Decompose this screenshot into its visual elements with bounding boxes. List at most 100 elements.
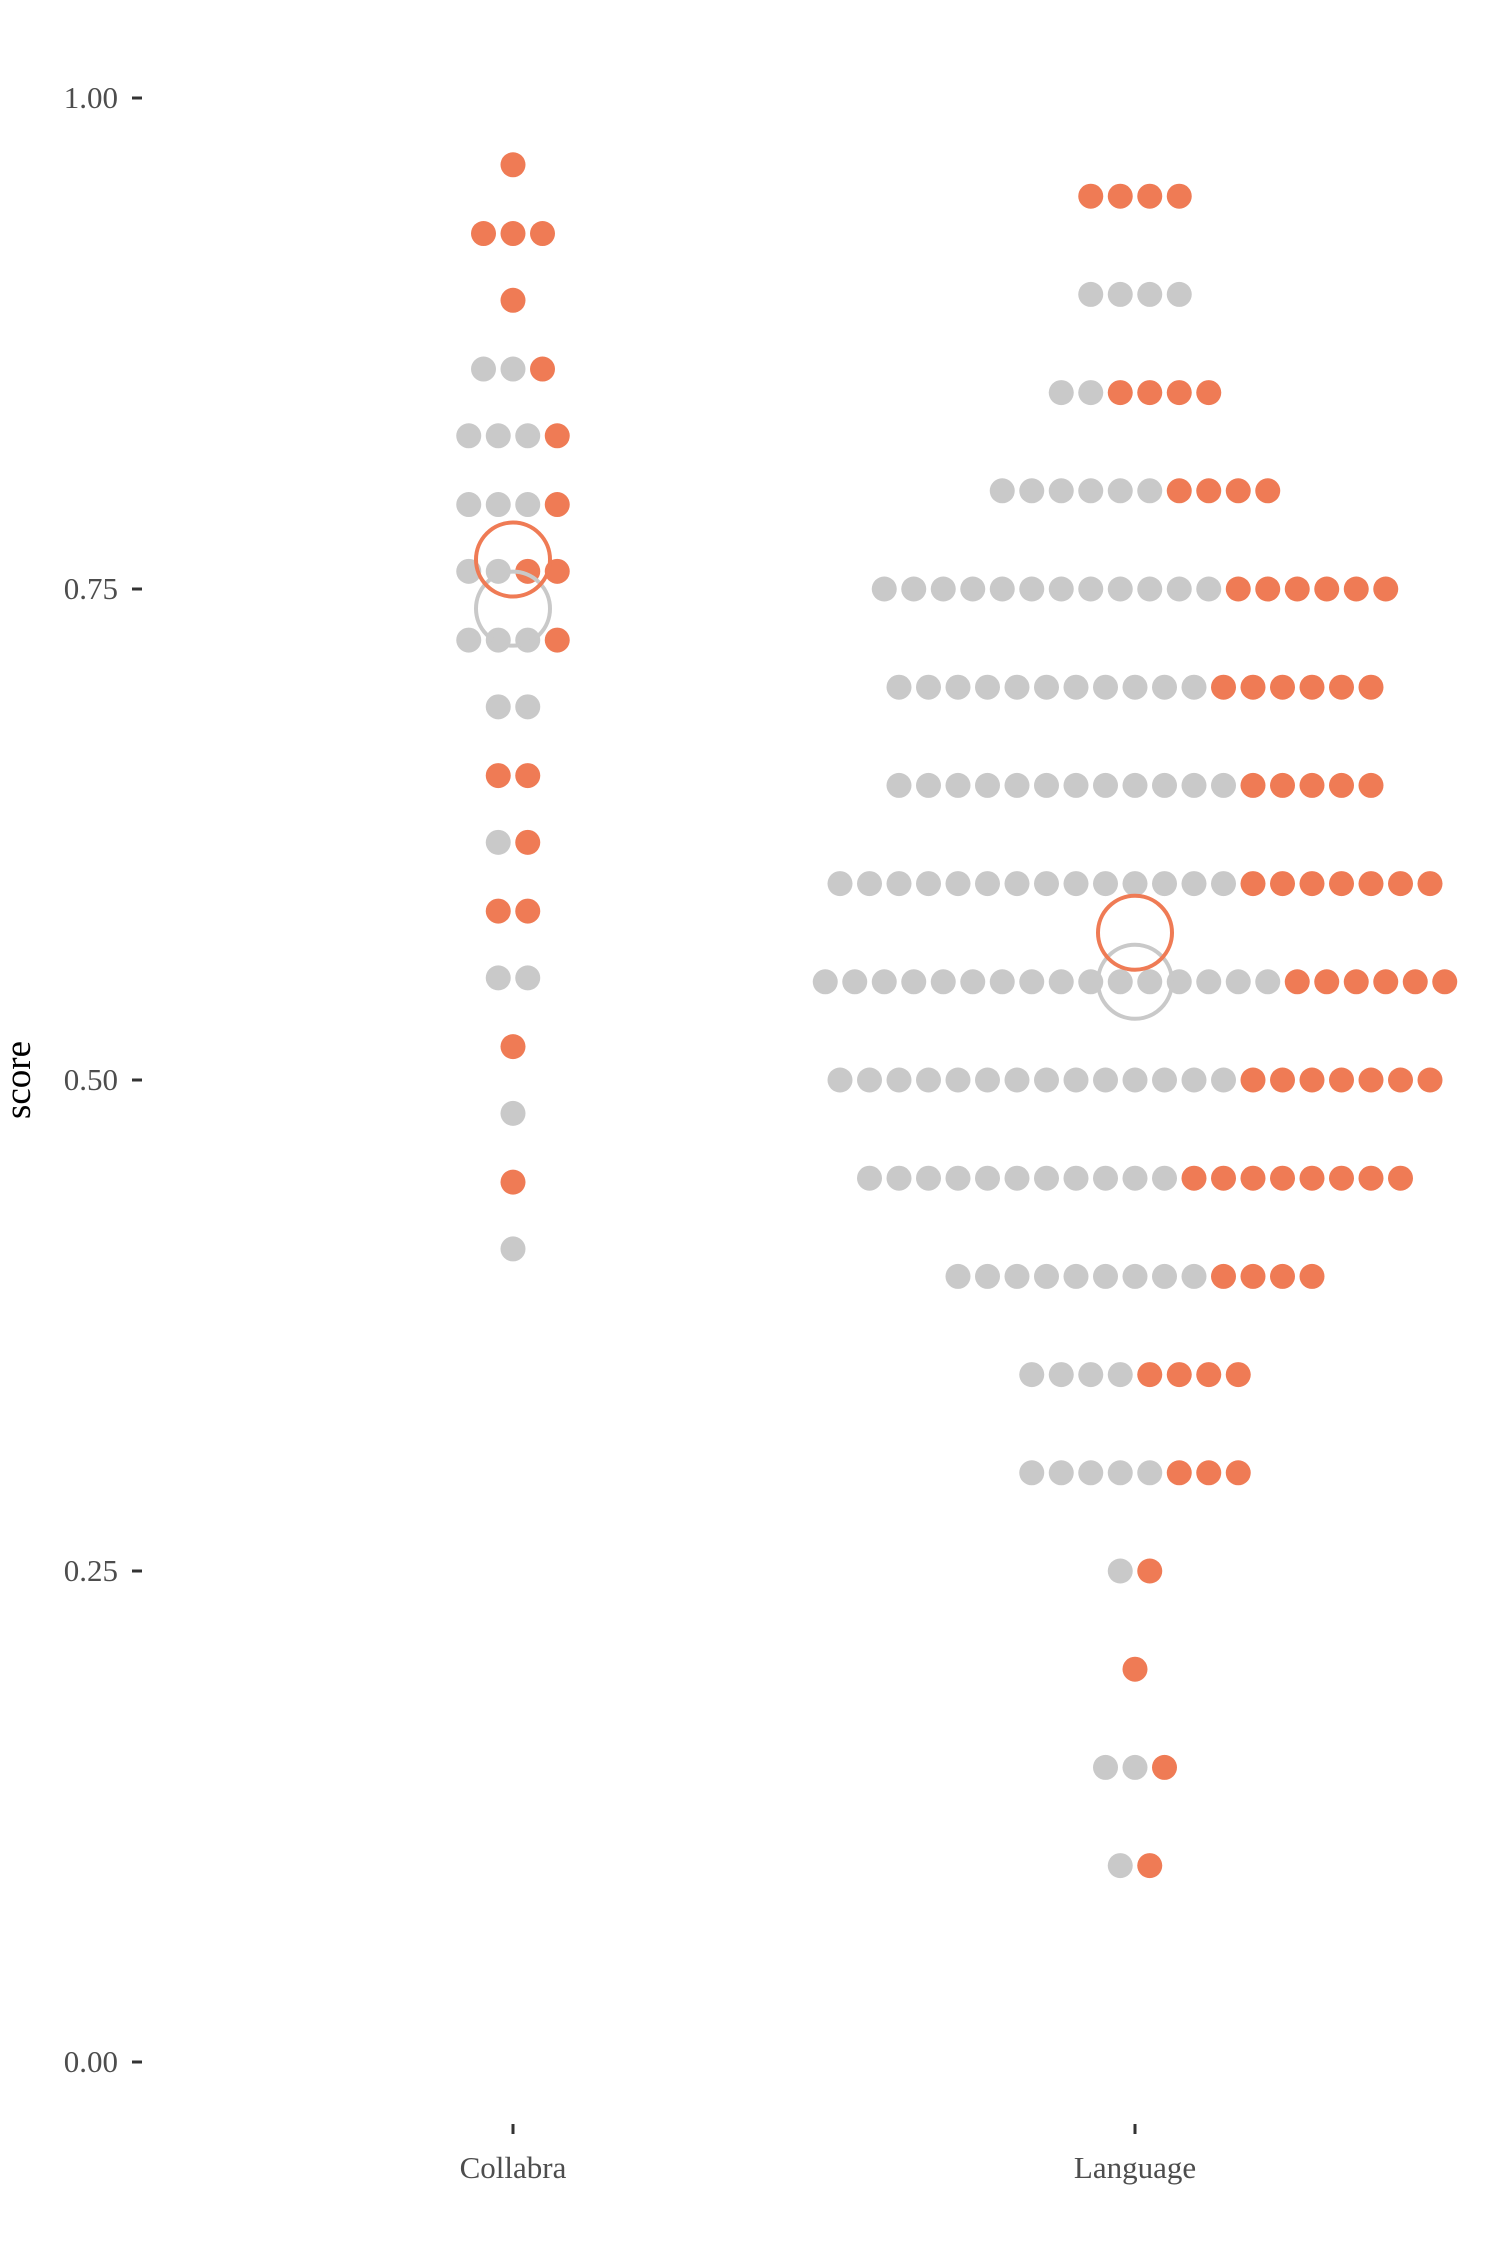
dot-gray (1152, 674, 1177, 700)
dot-gray (901, 576, 927, 602)
dot-gray (1063, 772, 1089, 798)
dots-layer (456, 152, 1458, 1879)
dot-orange (1417, 1067, 1443, 1093)
dot-gray (916, 674, 941, 700)
dot-gray (515, 694, 541, 720)
dot-orange (1240, 871, 1266, 897)
dot-gray (1078, 281, 1104, 307)
dot-gray (1211, 871, 1236, 897)
dot-orange (1078, 183, 1104, 209)
dot-gray (916, 772, 941, 798)
dot-gray (1107, 1460, 1133, 1486)
dot-orange (500, 1034, 526, 1060)
dot-gray (1122, 1263, 1148, 1289)
dot-gray (1078, 380, 1104, 406)
dot-gray (827, 871, 853, 897)
dot-orange (1211, 674, 1236, 700)
dot-gray (960, 969, 986, 995)
dot-gray (456, 492, 482, 518)
dot-gray (1181, 674, 1207, 700)
dot-orange (1358, 1067, 1384, 1093)
dot-orange (1373, 969, 1399, 995)
dot-orange (1329, 1165, 1354, 1191)
dot-gray (1107, 1558, 1133, 1584)
dot-gray (960, 576, 986, 602)
dot-orange (515, 829, 541, 855)
dot-orange (1270, 1165, 1295, 1191)
mean-marker-orange (1096, 893, 1174, 972)
dot-orange (544, 423, 570, 449)
dot-orange (1417, 871, 1443, 897)
dot-gray (1107, 478, 1133, 504)
dot-orange (1196, 478, 1222, 504)
dot-orange (1329, 674, 1354, 700)
dot-gray (500, 1236, 526, 1262)
dot-orange (1211, 1263, 1236, 1289)
dot-orange (1432, 969, 1458, 995)
dot-orange (1270, 674, 1295, 700)
x-tick-label: Collabra (460, 2150, 567, 2185)
dot-orange (1107, 183, 1133, 209)
dot-orange (1137, 1362, 1163, 1388)
dot-gray (1004, 1067, 1030, 1093)
dot-gray (1093, 871, 1118, 897)
dot-gray (456, 423, 482, 449)
dot-orange (1255, 478, 1281, 504)
dot-gray (916, 1165, 941, 1191)
dot-gray (1063, 1067, 1089, 1093)
x-tick-label: Language (1074, 2150, 1196, 2185)
dot-gray (1122, 772, 1148, 798)
dot-gray (1048, 1460, 1074, 1486)
dot-orange (1299, 674, 1325, 700)
dot-orange (515, 763, 541, 789)
dot-gray (1137, 576, 1163, 602)
dot-gray (1078, 1362, 1104, 1388)
dot-orange (1388, 1165, 1413, 1191)
dot-gray (1048, 380, 1074, 406)
dot-orange (1166, 478, 1192, 504)
dot-gray (901, 969, 927, 995)
dot-gray (989, 478, 1015, 504)
dot-gray (1048, 576, 1074, 602)
dot-gray (857, 1165, 882, 1191)
dot-orange (1137, 380, 1163, 406)
dot-gray (1048, 1362, 1074, 1388)
dot-orange (1343, 969, 1369, 995)
dot-gray (1019, 478, 1045, 504)
dot-orange (500, 287, 526, 313)
dot-gray (1166, 576, 1192, 602)
y-tick-label: 1.00 (64, 80, 118, 115)
dot-orange (1299, 772, 1325, 798)
dot-orange (1196, 1460, 1222, 1486)
dot-gray (1078, 576, 1104, 602)
dot-gray (1137, 969, 1163, 995)
dot-gray (1048, 969, 1074, 995)
dot-orange (1137, 1558, 1163, 1584)
dot-orange (1329, 772, 1354, 798)
dot-gray (930, 576, 956, 602)
dot-gray (1122, 1067, 1148, 1093)
dot-gray (975, 1263, 1000, 1289)
dot-orange (1388, 1067, 1413, 1093)
dot-gray (857, 871, 882, 897)
dot-gray (485, 627, 511, 653)
dot-gray (1048, 478, 1074, 504)
dot-orange (1358, 871, 1384, 897)
dot-gray (515, 423, 541, 449)
dot-orange (1122, 1656, 1148, 1682)
dot-gray (1122, 1754, 1148, 1780)
dot-orange (1137, 1853, 1163, 1879)
dot-gray (485, 694, 511, 720)
dot-gray (1122, 674, 1148, 700)
dot-gray (975, 871, 1000, 897)
dot-orange (1284, 576, 1310, 602)
dot-gray (1152, 772, 1177, 798)
y-tick-label: 0.75 (64, 571, 118, 606)
dot-orange (1240, 772, 1266, 798)
dot-orange (1358, 1165, 1384, 1191)
dot-gray (886, 1067, 912, 1093)
dot-gray (975, 674, 1000, 700)
dot-orange (1181, 1165, 1207, 1191)
dot-orange (1240, 1165, 1266, 1191)
dot-orange (1402, 969, 1428, 995)
